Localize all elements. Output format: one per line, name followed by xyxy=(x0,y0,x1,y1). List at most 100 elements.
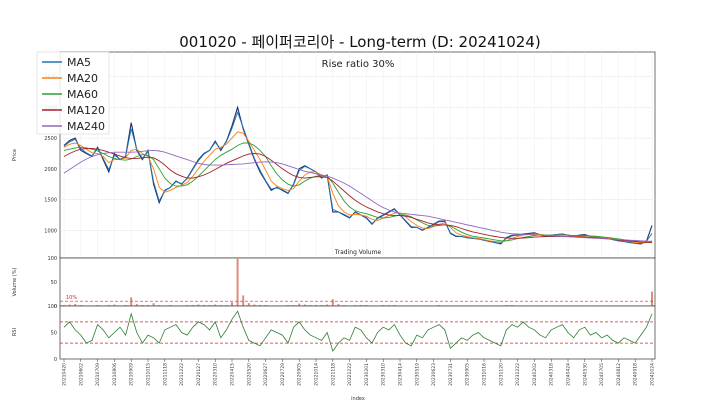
x-tick-label: 20211118 xyxy=(162,363,168,386)
volume-bar xyxy=(315,305,317,306)
x-tick-label: 20210909 xyxy=(129,363,135,386)
price-series-group xyxy=(63,105,653,245)
volume-y-ticks: 0 50 100 xyxy=(47,256,57,310)
volume-bar xyxy=(242,295,245,306)
volume-bar xyxy=(113,304,116,306)
volume-bar xyxy=(63,305,65,306)
volume-bar xyxy=(74,304,77,306)
x-tick-label: 20211015 xyxy=(146,363,152,386)
x-tick-label: 20220415 xyxy=(230,363,236,386)
price-tick-label: 2500 xyxy=(44,136,57,142)
x-tick-labels: 20210420 20210602 20210709 20210806 20210909… xyxy=(62,359,656,386)
rsi-tick-label: 100 xyxy=(47,304,57,310)
volume-tick-label: 50 xyxy=(51,280,57,286)
volume-bar xyxy=(292,305,295,306)
legend-label: MA240 xyxy=(67,120,105,133)
price-tick-label: 2000 xyxy=(44,167,57,173)
volume-bar xyxy=(354,305,357,306)
volume-bar xyxy=(130,297,133,306)
legend-label: MA5 xyxy=(67,56,91,69)
volume-bar xyxy=(247,303,250,306)
x-tick-label: 20210420 xyxy=(62,363,68,386)
price-ylabel: Price xyxy=(12,149,18,161)
x-tick-label: 20230201 xyxy=(364,363,370,386)
volume-bar xyxy=(343,305,345,306)
volume-bar xyxy=(359,305,362,306)
rsi-line xyxy=(63,310,653,353)
volume-bar xyxy=(96,305,99,306)
volume-bar xyxy=(337,304,340,306)
x-tick-label: 20220520 xyxy=(246,363,252,386)
price-tick-label: 1000 xyxy=(44,228,57,234)
volume-bar xyxy=(298,303,301,306)
price-panel xyxy=(59,51,656,259)
rise-ratio-annotation: Rise ratio 30% xyxy=(322,59,395,70)
volume-bar xyxy=(231,302,233,306)
x-tick-label: 20240918 xyxy=(633,363,639,386)
volume-bar xyxy=(511,305,513,306)
series-line-ma60 xyxy=(63,142,653,243)
x-tick-label: 20230623 xyxy=(431,363,437,386)
volume-bar xyxy=(287,305,289,306)
x-tick-label: 20221222 xyxy=(347,363,353,386)
volume-bar xyxy=(141,305,144,306)
price-tick-label: 1500 xyxy=(44,198,57,204)
volume-bar xyxy=(225,305,228,306)
legend-label: MA20 xyxy=(67,72,98,85)
rsi-series-group xyxy=(63,310,653,353)
x-tick-label: 20210709 xyxy=(95,363,101,386)
x-tick-label: 20220310 xyxy=(213,363,219,386)
x-tick-label: 20231120 xyxy=(498,363,504,386)
x-tick-label: 20230519 xyxy=(414,363,420,386)
x-tick-label: 20220905 xyxy=(297,363,303,386)
volume-bar xyxy=(236,258,239,306)
x-tick-label: 20240424 xyxy=(566,363,572,386)
volume-bar xyxy=(505,305,508,306)
x-tick-label: 20240318 xyxy=(549,363,555,386)
volume-panel-title: Trading Volume xyxy=(334,249,382,256)
x-tick-label: 20231016 xyxy=(482,363,488,386)
volume-bar xyxy=(68,304,71,306)
volume-bar xyxy=(651,291,653,306)
volume-bar xyxy=(208,305,211,306)
x-tick-label: 20210602 xyxy=(78,363,84,386)
volume-bar xyxy=(79,305,82,306)
x-tick-label: 20240530 xyxy=(582,363,588,386)
volume-bar xyxy=(124,305,127,306)
x-tick-label: 20241024 xyxy=(650,363,656,386)
volume-bar xyxy=(303,304,306,306)
x-tick-label: 20220729 xyxy=(280,363,286,386)
volume-bar xyxy=(203,305,205,306)
x-tick-label: 20220627 xyxy=(263,363,269,386)
volume-bar xyxy=(387,305,390,306)
x-tick-label: 20230310 xyxy=(381,363,387,386)
volume-bar xyxy=(107,305,110,306)
volume-bar xyxy=(253,304,256,306)
volume-bar xyxy=(186,305,189,306)
volume-bar xyxy=(135,304,138,306)
volume-bar xyxy=(382,305,385,306)
series-line-ma240 xyxy=(63,149,653,242)
volume-threshold-label: 10% xyxy=(66,295,77,301)
legend: MA5 MA20 MA60 MA120 MA240 xyxy=(36,51,110,135)
volume-bar xyxy=(219,305,222,306)
legend-box xyxy=(36,51,110,135)
x-tick-label: 20231222 xyxy=(515,363,521,386)
volume-bar xyxy=(158,305,161,306)
volume-panel xyxy=(59,257,656,307)
volume-bar xyxy=(326,304,329,306)
x-tick-label: 20240705 xyxy=(599,363,605,386)
volume-tick-label: 100 xyxy=(47,256,57,262)
volume-bar xyxy=(393,305,396,306)
x-tick-label: 20221014 xyxy=(314,363,320,386)
x-axis-label: index xyxy=(351,396,365,402)
x-tick-label: 20240812 xyxy=(616,363,622,386)
volume-bar xyxy=(438,305,441,306)
x-tick-label: 20230414 xyxy=(398,363,404,386)
volume-bar xyxy=(320,305,323,306)
volume-bar xyxy=(309,305,312,306)
rsi-tick-label: 0 xyxy=(54,357,57,363)
volume-bar xyxy=(331,299,334,306)
volume-ylabel: Volume (%) xyxy=(12,268,18,297)
